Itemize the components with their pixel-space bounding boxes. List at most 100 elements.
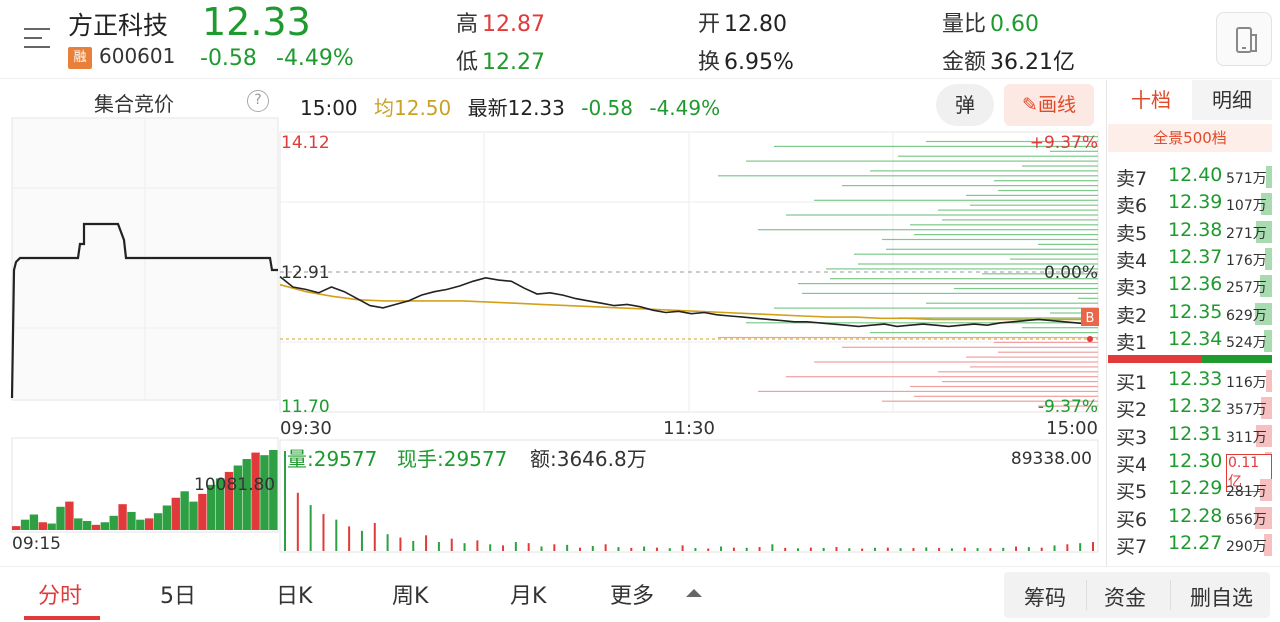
auction-volume-bar: [233, 465, 243, 530]
bid-row[interactable]: 买6 12.28 656万: [1110, 505, 1272, 531]
depth-bar: [1261, 397, 1272, 420]
volume-bar: [630, 547, 633, 551]
ask-row[interactable]: 卖7 12.40 571万: [1110, 164, 1272, 190]
depth-bar: [954, 287, 1098, 290]
depth-bar: [1261, 193, 1272, 216]
auction-volume-bar: [74, 518, 83, 530]
b-marker[interactable]: [1081, 308, 1099, 326]
depth-bar: [1022, 327, 1098, 329]
volume-bar: [873, 547, 876, 551]
buy-sell-ratio-green: [1202, 355, 1272, 363]
volume-bar: [553, 544, 556, 551]
ask-row[interactable]: 卖1 12.34 524万: [1110, 328, 1272, 354]
auction-volume-bar: [162, 505, 172, 530]
stock-code: 600601: [99, 44, 176, 68]
pct-mid-label: 0.00%: [1044, 263, 1098, 283]
level-price: 12.34: [1168, 327, 1223, 350]
popup-toggle-button[interactable]: 弹: [936, 84, 994, 126]
volume-bar: [604, 544, 607, 551]
tab-intraday[interactable]: 分时: [38, 584, 83, 609]
level-volume: 571万: [1226, 171, 1267, 187]
tab-detail[interactable]: 明细: [1192, 80, 1272, 120]
depth-bar: [942, 219, 1098, 221]
tab-more[interactable]: 更多: [610, 584, 655, 609]
volume-bar: [771, 544, 774, 551]
level-label: 买5: [1116, 481, 1148, 504]
depth-bar: [998, 189, 1098, 192]
ask-row[interactable]: 卖6 12.39 107万: [1110, 191, 1272, 217]
auction-volume-bar: [20, 519, 30, 530]
level-label: 买3: [1116, 426, 1148, 449]
remove-watchlist-button[interactable]: 删自选: [1190, 586, 1253, 610]
tab-5day[interactable]: 5日: [160, 584, 196, 609]
tab-ten-levels[interactable]: 十档: [1131, 88, 1171, 112]
caret-up-icon[interactable]: [686, 589, 702, 597]
volume-bar: [758, 547, 761, 551]
ask-row[interactable]: 卖2 12.35 629万: [1110, 301, 1272, 327]
bid-row[interactable]: 买4 12.30 0.11亿: [1110, 450, 1272, 492]
volume-readout: 量:29577: [287, 447, 377, 471]
depth-bar: [1038, 405, 1098, 407]
volume-bar: [668, 548, 671, 551]
level-price: 12.28: [1168, 504, 1223, 527]
level-label: 卖1: [1116, 331, 1148, 354]
depth-bar: [718, 175, 1098, 177]
volume-bar: [348, 526, 351, 551]
turnover-stat: 换 6.95%: [698, 50, 794, 75]
y-bottom-label: 11.70: [281, 397, 330, 417]
bid-row[interactable]: 买2 12.32 357万: [1110, 395, 1272, 421]
auction-volume-bar: [171, 497, 180, 530]
bid-row[interactable]: 买5 12.29 281万: [1110, 477, 1272, 503]
level-volume: 116万: [1226, 375, 1267, 391]
ask-row[interactable]: 卖5 12.38 271万: [1110, 219, 1272, 245]
volume-bar: [643, 546, 646, 551]
volume-bar: [437, 542, 440, 551]
bid-row[interactable]: 买1 12.33 116万: [1110, 368, 1272, 394]
ask-row[interactable]: 卖4 12.37 176万: [1110, 246, 1272, 272]
level-label: 卖2: [1116, 304, 1148, 327]
volume-bar: [578, 547, 581, 551]
amount-stat: 金额 36.21亿: [942, 50, 1075, 75]
menu-icon[interactable]: [22, 26, 52, 50]
depth-bar: [966, 356, 1098, 358]
tab-day-k[interactable]: 日K: [276, 584, 313, 609]
depth-bar: [1256, 424, 1272, 447]
funds-button[interactable]: 资金: [1104, 586, 1146, 610]
depth-bar: [774, 145, 1098, 147]
auction-title: 集合竞价: [94, 92, 174, 116]
level-price: 12.27: [1168, 531, 1223, 554]
bid-row[interactable]: 买3 12.31 311万: [1110, 423, 1272, 449]
level-label: 卖5: [1116, 222, 1148, 245]
auction-volume-bar: [215, 478, 225, 530]
help-icon[interactable]: ?: [247, 90, 269, 112]
auction-volume-bar: [29, 514, 39, 530]
depth-bar: [910, 224, 1098, 226]
volume-bar: [976, 548, 979, 551]
auction-volume-bar: [118, 504, 127, 530]
active-tab-indicator: [24, 616, 100, 620]
tab-month-k[interactable]: 月K: [510, 584, 547, 609]
volume-ratio-stat: 量比 0.60: [942, 12, 1039, 37]
depth-bar: [1078, 136, 1098, 138]
level-label: 卖6: [1116, 195, 1148, 218]
info-change: -0.58: [581, 96, 633, 120]
auction-volume-bar: [180, 491, 189, 530]
auction-price-path: [10, 222, 278, 399]
chips-button[interactable]: 筹码: [1024, 586, 1066, 610]
ask-row[interactable]: 卖3 12.36 257万: [1110, 273, 1272, 299]
volume-bar: [617, 547, 620, 551]
intraday-chart[interactable]: B 14.12 12.91 11.70 +9.37% 0.00% -9.37% …: [0, 0, 1106, 566]
tab-week-k[interactable]: 周K: [392, 584, 429, 609]
volume-bar: [912, 548, 915, 551]
depth-bar: [994, 341, 1098, 343]
volume-bar: [373, 523, 376, 551]
margin-badge: 融: [68, 47, 92, 69]
volume-bar: [1092, 542, 1094, 551]
full-depth-link[interactable]: 全景500档: [1108, 124, 1272, 152]
rotate-screen-button[interactable]: [1216, 12, 1272, 66]
bid-row[interactable]: 买7 12.27 290万: [1110, 532, 1272, 558]
volume-bars: [284, 451, 1094, 551]
draw-line-button[interactable]: ✎画线: [1004, 84, 1094, 126]
volume-bar: [745, 547, 748, 551]
depth-bar: [758, 390, 1098, 392]
